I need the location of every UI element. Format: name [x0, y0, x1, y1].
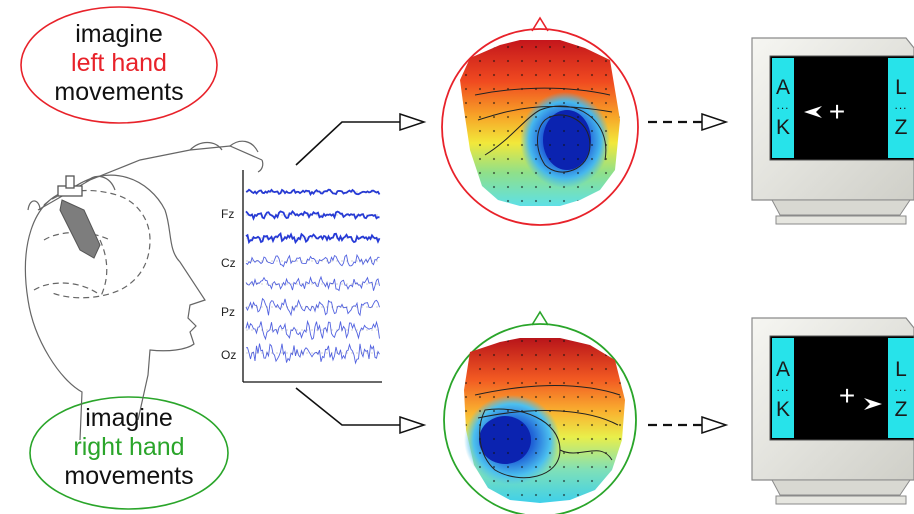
scalp-map-icon-bottom [443, 310, 637, 514]
monitor-bottom-left-dots: ... [776, 380, 790, 394]
left-hand-ellipse [20, 6, 218, 124]
head-sensor-icon [24, 140, 264, 441]
eeg-trace [245, 188, 381, 197]
monitor-top-right-dots: ... [894, 98, 908, 112]
monitor-bottom-letter-z: Z [894, 398, 908, 421]
caption-line-2: left hand [71, 49, 167, 77]
eeg-trace [245, 210, 380, 221]
cursor-arrow-icon-bottom [864, 398, 882, 410]
channel-label-cz: Cz [221, 256, 236, 270]
electrode-icon [57, 175, 101, 259]
monitor-top-letter-l: L [895, 76, 907, 99]
channel-label-oz: Oz [221, 348, 237, 362]
cursor-arrow-icon-top [804, 106, 822, 118]
channel-label-pz: Pz [221, 305, 236, 319]
caption-line-3: movements [64, 462, 194, 490]
arrow-icon [295, 121, 402, 426]
monitor-bottom-letter-k: K [775, 398, 790, 421]
right-hand-caption: imagine right hand movements [48, 404, 210, 491]
caption-line-1: imagine [75, 20, 163, 48]
monitor-top-letter-a: A [775, 76, 790, 99]
caption-line-1: imagine [85, 404, 173, 432]
caption-line-3: movements [54, 78, 184, 106]
monitor-top-left-dots: ... [776, 98, 790, 112]
left-hand-caption: imagine left hand movements [38, 20, 200, 107]
arrow-head-top [399, 112, 427, 132]
monitor-top-cursor: + [828, 96, 846, 127]
eeg-trace [245, 253, 380, 268]
eeg-trace [245, 342, 380, 365]
scalp-map-icon-top [441, 16, 639, 226]
dashed-arrow-head-top [701, 112, 729, 132]
eeg-plot [242, 170, 382, 383]
eeg-trace [245, 319, 380, 341]
monitor-top-letter-k: K [775, 116, 790, 139]
monitor-bottom-letter-l: L [895, 358, 907, 381]
eeg-trace [245, 232, 381, 245]
caption-line-2: right hand [73, 433, 185, 461]
eeg-trace [245, 297, 380, 317]
eeg-trace [245, 275, 380, 292]
arrow-head-bottom [399, 415, 427, 435]
monitor-bottom-right-dots: ... [894, 380, 908, 394]
dashed-arrow-head-bottom [701, 415, 729, 435]
monitor-bottom-cursor: + [838, 380, 856, 411]
eeg-traces [245, 188, 381, 365]
right-hand-ellipse [29, 396, 229, 510]
monitor-icon-bottom [751, 317, 914, 505]
channel-label-fz: Fz [221, 207, 235, 221]
monitor-icon-top [751, 37, 914, 225]
monitor-bottom-letter-a: A [775, 358, 790, 381]
monitor-top-letter-z: Z [894, 116, 908, 139]
